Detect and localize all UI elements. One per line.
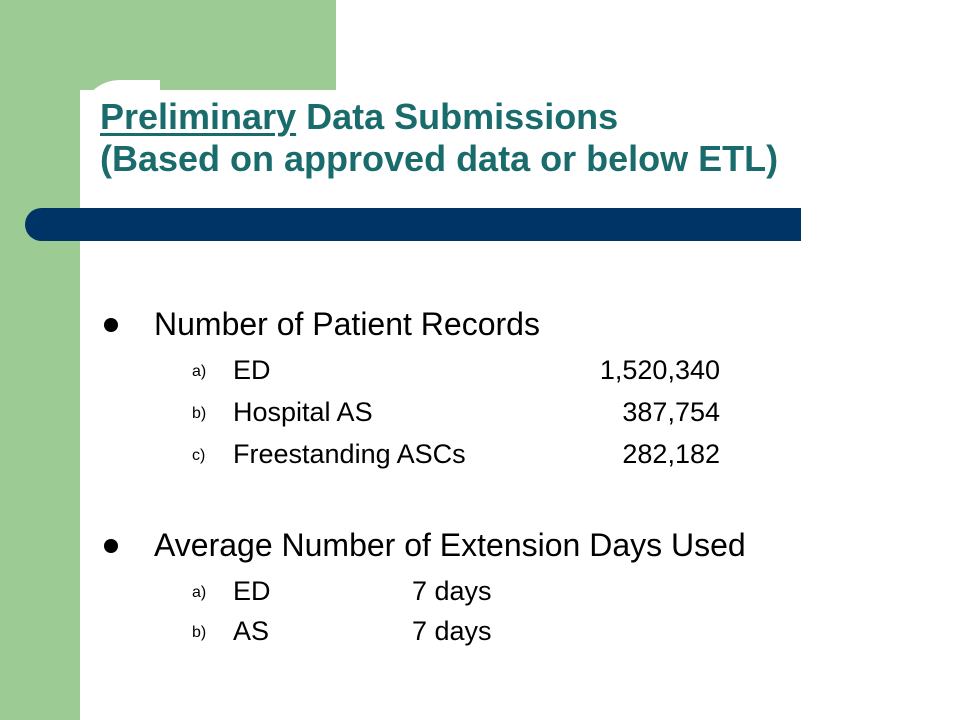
left-green-band [0,0,80,720]
title-line1-rest: Data Submissions [296,96,619,137]
item-letter: a) [192,363,207,380]
slide-title: Preliminary Data Submissions (Based on a… [100,96,778,180]
item-label-as: AS [233,616,270,646]
item-value-as-days: 7 days [412,616,492,646]
item-label-hospital-as: Hospital AS [233,397,373,427]
item-letter: b) [192,624,207,641]
section-heading-patient-records: Number of Patient Records [154,306,540,342]
rounded-corner-accent [80,80,160,160]
item-value-ed-records: 1,520,340 [599,355,720,385]
title-line2: (Based on approved data or below ETL) [100,138,779,179]
item-letter: b) [192,405,207,422]
item-value-ed-days: 7 days [412,576,492,606]
title-divider-bar [25,208,801,241]
item-label-ed: ED [233,576,271,606]
item-value-hospital-as-records: 387,754 [622,397,720,427]
top-green-band [80,0,336,90]
title-underlined-word: Preliminary [100,96,297,137]
item-letter: a) [192,584,207,601]
item-value-freestanding-ascs-records: 282,182 [622,439,720,469]
section-heading-extension-days: Average Number of Extension Days Used [154,527,746,563]
bullet-dot [104,318,118,332]
bullet-dot [104,539,118,553]
item-letter: c) [192,447,206,464]
item-label-ed: ED [233,355,271,385]
item-label-freestanding-ascs: Freestanding ASCs [233,439,466,469]
